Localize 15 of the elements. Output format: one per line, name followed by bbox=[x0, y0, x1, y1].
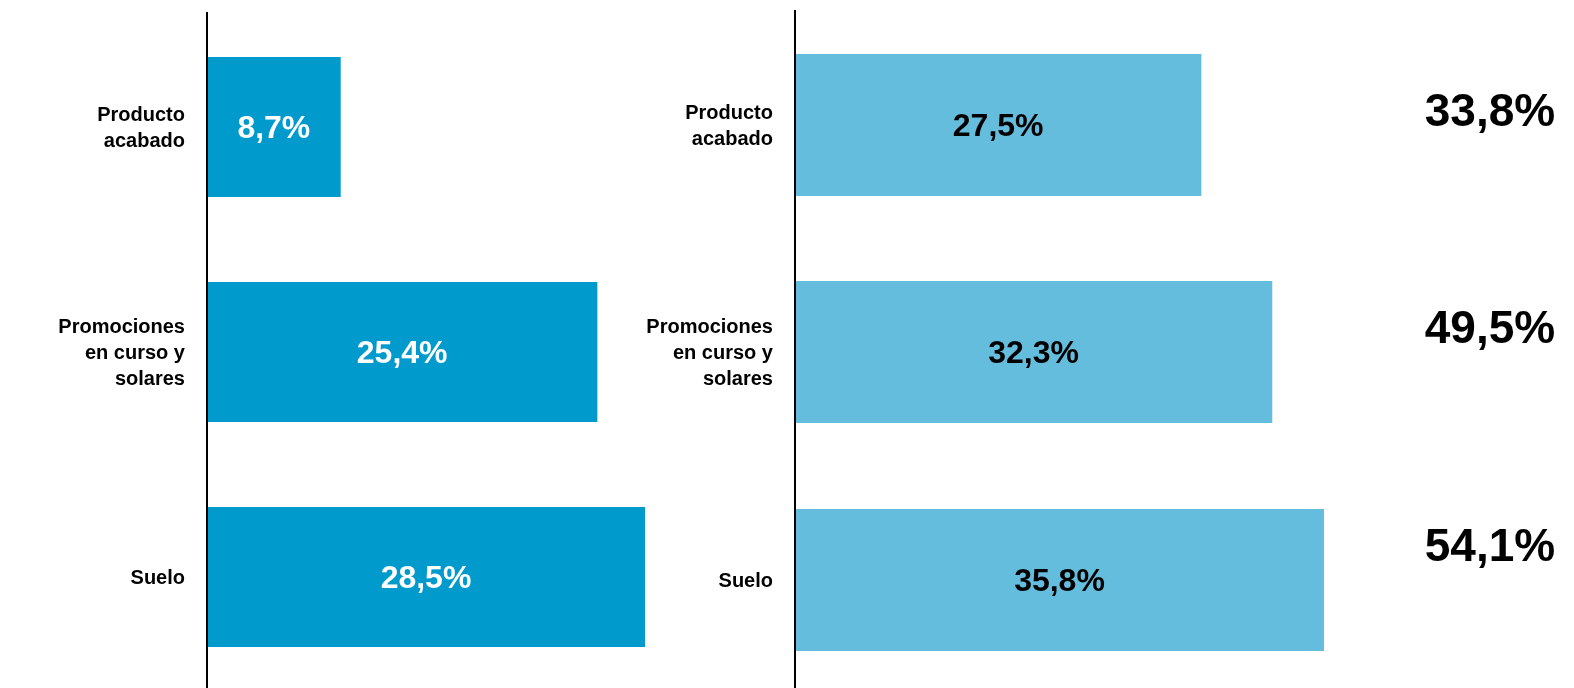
data-label: 27,5% bbox=[952, 107, 1044, 143]
text: 33,8% bbox=[1424, 84, 1556, 136]
data-label: 28,5% bbox=[380, 559, 472, 595]
y-tick-label: Producto acabado bbox=[685, 101, 773, 149]
y-tick-label: Suelo bbox=[718, 569, 773, 591]
data-label: 8,7% bbox=[237, 109, 311, 145]
y-tick-label: Suelo bbox=[130, 566, 185, 588]
data-label: 25,4% bbox=[356, 334, 448, 370]
data-label: 35,8% bbox=[1014, 562, 1105, 598]
y-tick-label: Producto acabado bbox=[97, 103, 185, 151]
text: 49,5% bbox=[1424, 301, 1556, 353]
y-tick-label: Promociones en curso y solares bbox=[646, 315, 774, 389]
data-label: 32,3% bbox=[988, 334, 1080, 370]
y-tick-label: Promociones en curso y solares bbox=[58, 315, 186, 389]
text: 54,1% bbox=[1424, 519, 1556, 571]
